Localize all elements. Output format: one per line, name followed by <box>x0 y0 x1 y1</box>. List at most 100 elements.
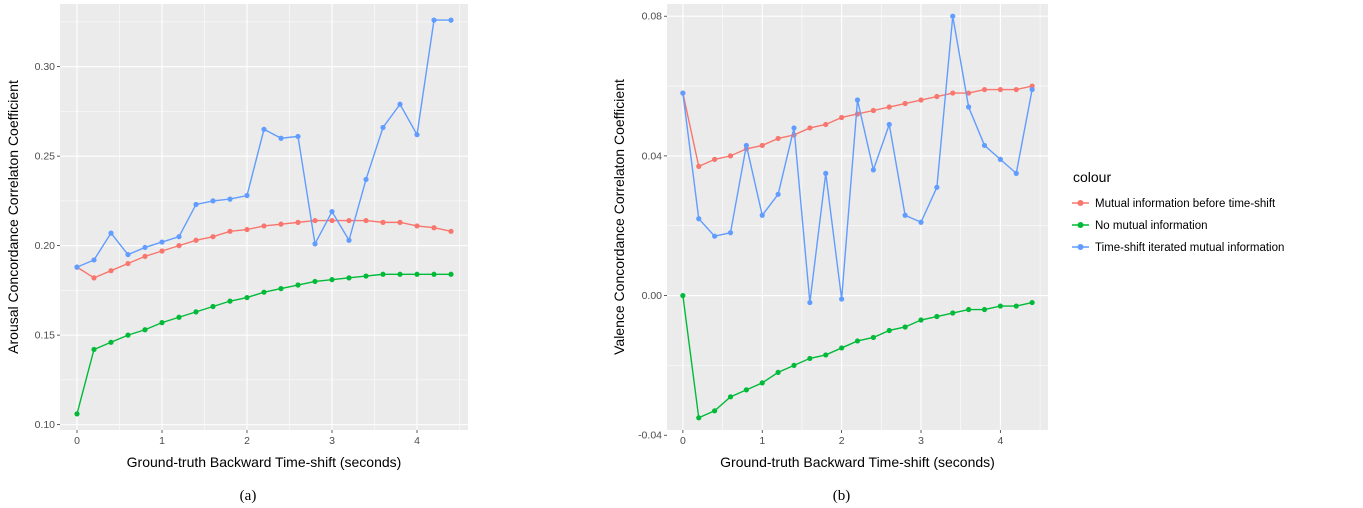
data-point-1 <box>176 314 182 320</box>
legend-key-1-point <box>1077 222 1084 228</box>
data-point-2 <box>363 176 369 183</box>
data-point-0 <box>918 97 924 103</box>
data-point-2 <box>791 125 797 131</box>
data-point-1 <box>696 415 702 421</box>
data-point-0 <box>244 226 250 233</box>
data-point-2 <box>261 126 267 132</box>
data-point-1 <box>91 346 97 353</box>
data-point-2 <box>329 209 335 215</box>
figure-caption: (b) <box>833 488 851 504</box>
data-point-1 <box>886 327 892 334</box>
data-point-1 <box>966 306 972 313</box>
legend-key-2: Time-shift iterated mutual information <box>1072 242 1284 254</box>
x-tick-label: 0 <box>74 435 80 447</box>
data-point-2 <box>743 142 749 149</box>
data-point-0 <box>759 142 765 149</box>
data-point-1 <box>193 309 199 315</box>
data-point-2 <box>244 192 250 199</box>
data-point-2 <box>727 230 734 236</box>
data-point-1 <box>854 338 861 344</box>
data-point-2 <box>176 234 182 240</box>
data-point-1 <box>950 310 956 316</box>
y-tick-label: 0.08 <box>642 11 663 23</box>
data-point-2 <box>210 198 216 204</box>
data-point-0 <box>775 135 781 142</box>
data-point-1 <box>210 303 216 310</box>
data-point-0 <box>934 93 940 100</box>
data-point-1 <box>431 271 437 277</box>
data-point-0 <box>839 114 845 121</box>
data-point-1 <box>295 282 301 288</box>
data-point-0 <box>950 90 956 96</box>
data-point-2 <box>981 142 988 149</box>
data-point-2 <box>1029 86 1035 93</box>
data-point-2 <box>142 244 148 251</box>
data-point-1 <box>1013 303 1019 309</box>
data-point-1 <box>807 355 813 362</box>
data-point-0 <box>902 100 908 107</box>
data-point-2 <box>397 101 403 107</box>
data-point-2 <box>193 201 199 208</box>
data-point-2 <box>966 104 972 110</box>
data-point-0 <box>91 275 97 281</box>
y-tick-label: 0.25 <box>35 151 56 163</box>
data-point-1 <box>839 345 845 351</box>
y-axis-title: Arousal Concordance Correlaton Coefficie… <box>5 80 21 354</box>
data-point-0 <box>142 253 148 259</box>
data-point-2 <box>886 121 892 128</box>
legend-key-2-point <box>1077 244 1084 250</box>
chart-a: 0.10 0.15 0.20 0.25 0.30 0 1 2 3 4 Ground-truth Ba… <box>5 4 468 504</box>
data-point-1 <box>363 273 369 279</box>
data-point-0 <box>696 163 702 169</box>
legend-label-1: No mutual information <box>1095 220 1208 232</box>
data-point-1 <box>791 362 797 369</box>
data-point-2 <box>312 241 318 247</box>
data-point-2 <box>414 132 420 138</box>
data-point-2 <box>870 167 876 173</box>
data-point-0 <box>125 260 131 267</box>
data-point-1 <box>312 278 318 285</box>
data-point-1 <box>981 306 988 313</box>
data-point-0 <box>886 104 892 110</box>
y-tick-label: 0.10 <box>35 419 56 431</box>
data-point-0 <box>329 217 335 224</box>
data-point-1 <box>1029 299 1035 306</box>
data-point-1 <box>74 411 80 417</box>
x-tick-label: 3 <box>918 435 924 447</box>
y-axis-title: Valence Concordance Correlaton Coefficie… <box>611 79 627 355</box>
data-point-2 <box>295 133 301 140</box>
x-axis-title: Ground-truth Backward Time-shift (second… <box>720 454 995 470</box>
data-point-2 <box>696 216 702 222</box>
data-point-2 <box>759 212 765 218</box>
y-tick-label: 0.04 <box>642 150 663 162</box>
data-point-2 <box>448 17 454 23</box>
data-point-2 <box>712 233 718 239</box>
data-point-1 <box>380 271 386 277</box>
data-point-2 <box>680 90 686 96</box>
data-point-1 <box>108 339 114 345</box>
legend-label-0: Mutual information before time-shift <box>1095 198 1276 210</box>
data-point-1 <box>329 277 335 283</box>
data-point-1 <box>125 332 131 338</box>
x-tick-label: 1 <box>159 435 165 447</box>
plot-panel <box>667 4 1048 430</box>
legend-key-1: No mutual information <box>1072 220 1208 232</box>
data-point-0 <box>312 217 318 224</box>
data-point-1 <box>934 313 940 320</box>
data-point-0 <box>727 153 734 159</box>
legend: colour Mutual information before time-sh… <box>1072 169 1284 254</box>
x-tick-label: 0 <box>680 435 686 447</box>
data-point-2 <box>74 264 80 270</box>
data-point-0 <box>159 248 165 254</box>
data-point-1 <box>902 324 908 330</box>
data-point-2 <box>278 135 284 141</box>
data-point-0 <box>712 156 718 162</box>
plot-panel <box>60 4 468 430</box>
data-point-0 <box>227 228 233 234</box>
data-point-0 <box>397 219 403 225</box>
data-point-2 <box>380 124 386 131</box>
data-point-0 <box>431 225 437 231</box>
x-tick-label: 1 <box>759 435 765 447</box>
data-point-0 <box>210 234 216 240</box>
data-point-1 <box>712 408 718 414</box>
